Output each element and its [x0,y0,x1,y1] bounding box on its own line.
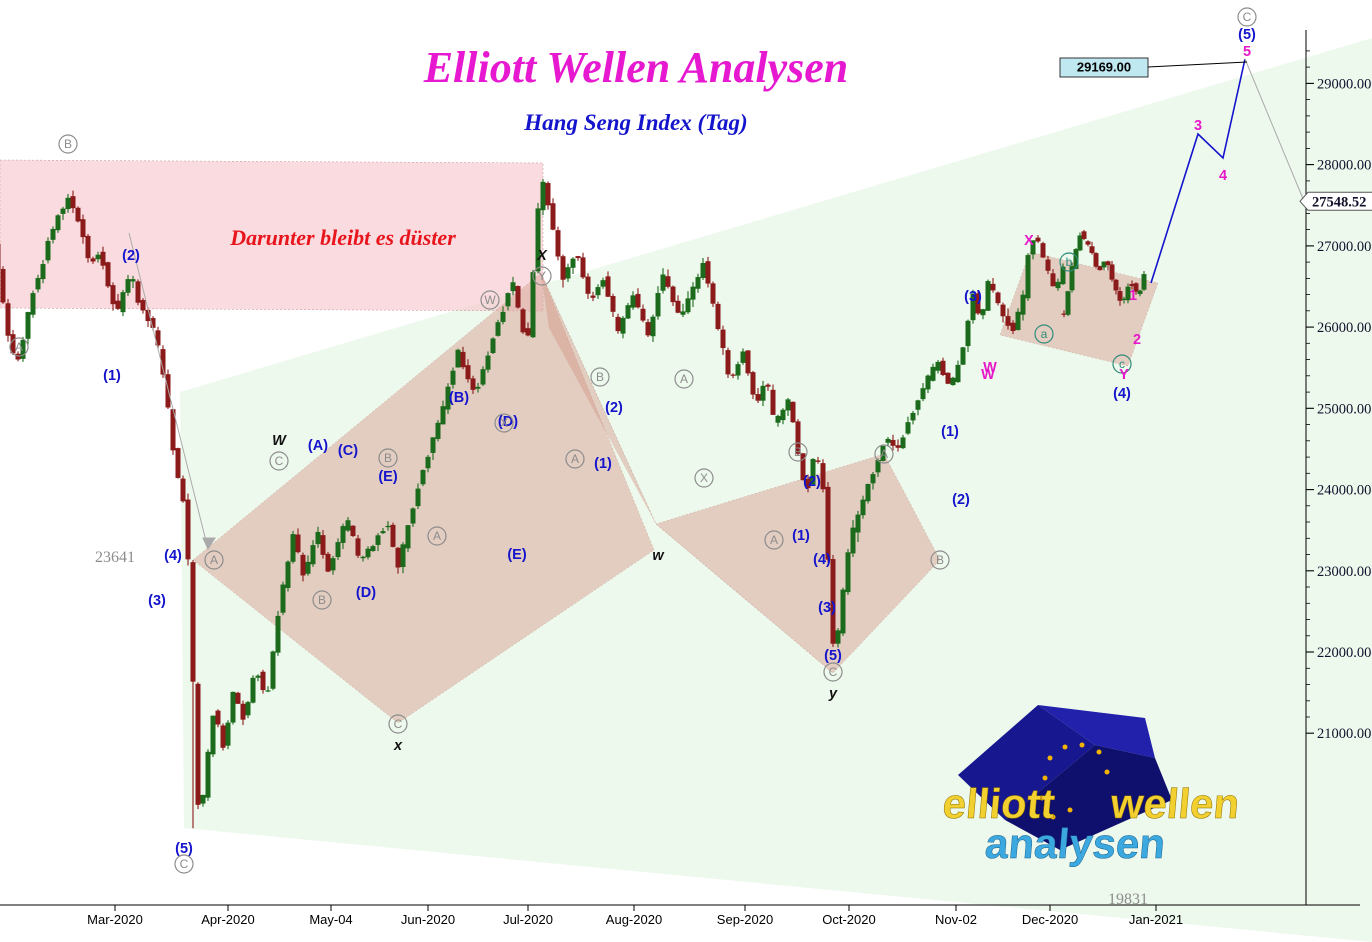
svg-text:X: X [536,248,548,264]
svg-text:C: C [394,717,403,731]
svg-text:(2): (2) [803,474,821,490]
svg-text:24000.00: 24000.00 [1317,483,1371,499]
svg-text:Y: Y [1119,367,1129,383]
svg-text:(1): (1) [103,368,121,384]
svg-text:2: 2 [1133,332,1141,348]
svg-text:(2): (2) [952,492,970,508]
svg-text:29169.00: 29169.00 [1077,60,1131,75]
svg-text:(5): (5) [1238,27,1256,43]
svg-text:C: C [275,454,284,468]
svg-text:(1): (1) [792,528,810,544]
svg-text:B: B [794,445,802,459]
svg-text:C: C [1243,10,1252,24]
svg-text:a: a [1041,327,1048,341]
svg-text:1: 1 [1129,288,1137,304]
svg-text:A: A [880,447,888,461]
svg-text:Mar-2020: Mar-2020 [87,912,143,927]
svg-text:Oct-2020: Oct-2020 [822,912,875,927]
svg-text:3: 3 [1194,118,1202,134]
svg-text:analysen: analysen [983,820,1167,867]
svg-text:A: A [210,553,218,567]
svg-text:25000.00: 25000.00 [1317,401,1371,417]
svg-text:x: x [393,738,403,754]
svg-text:29000.00: 29000.00 [1317,76,1371,92]
svg-text:C: C [180,857,189,871]
svg-text:21000.00: 21000.00 [1317,726,1371,742]
svg-text:A: A [770,533,778,547]
svg-text:X: X [500,416,508,430]
svg-text:5: 5 [1243,44,1251,60]
svg-text:26000.00: 26000.00 [1317,320,1371,336]
svg-text:Y: Y [538,269,546,283]
svg-text:Jul-2020: Jul-2020 [503,912,553,927]
svg-text:27000.00: 27000.00 [1317,239,1371,255]
svg-text:b: b [1066,255,1073,269]
svg-text:Jun-2020: Jun-2020 [401,912,455,927]
svg-text:B: B [936,553,944,567]
svg-text:28000.00: 28000.00 [1317,158,1371,174]
svg-text:(3): (3) [964,289,982,305]
svg-text:X: X [700,471,708,485]
svg-text:W: W [484,293,496,307]
svg-text:A: A [571,452,579,466]
svg-text:W: W [981,367,995,383]
svg-text:(2): (2) [605,400,623,416]
svg-text:(D): (D) [356,585,376,601]
svg-text:(5): (5) [824,648,842,664]
svg-text:(2): (2) [122,248,140,264]
svg-text:(E): (E) [378,469,398,485]
svg-text:Hang Seng Index (Tag): Hang Seng Index (Tag) [523,110,747,135]
svg-text:22000.00: 22000.00 [1317,645,1371,661]
svg-text:A: A [680,372,688,386]
svg-text:4: 4 [1219,168,1227,184]
svg-text:23000.00: 23000.00 [1317,564,1371,580]
svg-text:Nov-02: Nov-02 [935,912,977,927]
svg-text:23641: 23641 [95,549,135,566]
svg-text:Aug-2020: Aug-2020 [606,912,662,927]
svg-text:(C): (C) [338,443,358,459]
svg-text:(1): (1) [941,424,959,440]
svg-text:(A): (A) [308,438,328,454]
svg-text:A: A [433,529,441,543]
svg-text:(3): (3) [148,593,166,609]
svg-text:Dec-2020: Dec-2020 [1022,912,1078,927]
svg-text:y: y [828,686,838,702]
svg-text:(E): (E) [507,547,527,563]
svg-text:B: B [318,593,326,607]
svg-text:19831: 19831 [1108,891,1148,908]
svg-text:Elliott Wellen Analysen: Elliott Wellen Analysen [423,43,849,92]
svg-text:(3): (3) [818,600,836,616]
svg-text:X: X [1024,233,1034,249]
svg-text:A: A [15,340,23,354]
svg-text:May-04: May-04 [309,912,352,927]
svg-text:B: B [596,370,604,384]
svg-text:(1): (1) [594,456,612,472]
svg-text:(B): (B) [449,390,469,406]
svg-text:(4): (4) [164,548,182,564]
svg-text:C: C [829,665,838,679]
svg-text:W: W [272,433,287,449]
svg-text:Darunter bleibt es düster: Darunter bleibt es düster [229,225,456,250]
svg-text:B: B [64,137,72,151]
svg-text:Jan-2021: Jan-2021 [1129,912,1183,927]
svg-text:(4): (4) [813,552,831,568]
svg-text:B: B [384,451,392,465]
svg-text:w: w [652,548,665,564]
svg-text:Sep-2020: Sep-2020 [717,912,773,927]
svg-text:Apr-2020: Apr-2020 [201,912,254,927]
svg-text:(4): (4) [1113,386,1131,402]
svg-text:27548.52: 27548.52 [1312,194,1366,210]
